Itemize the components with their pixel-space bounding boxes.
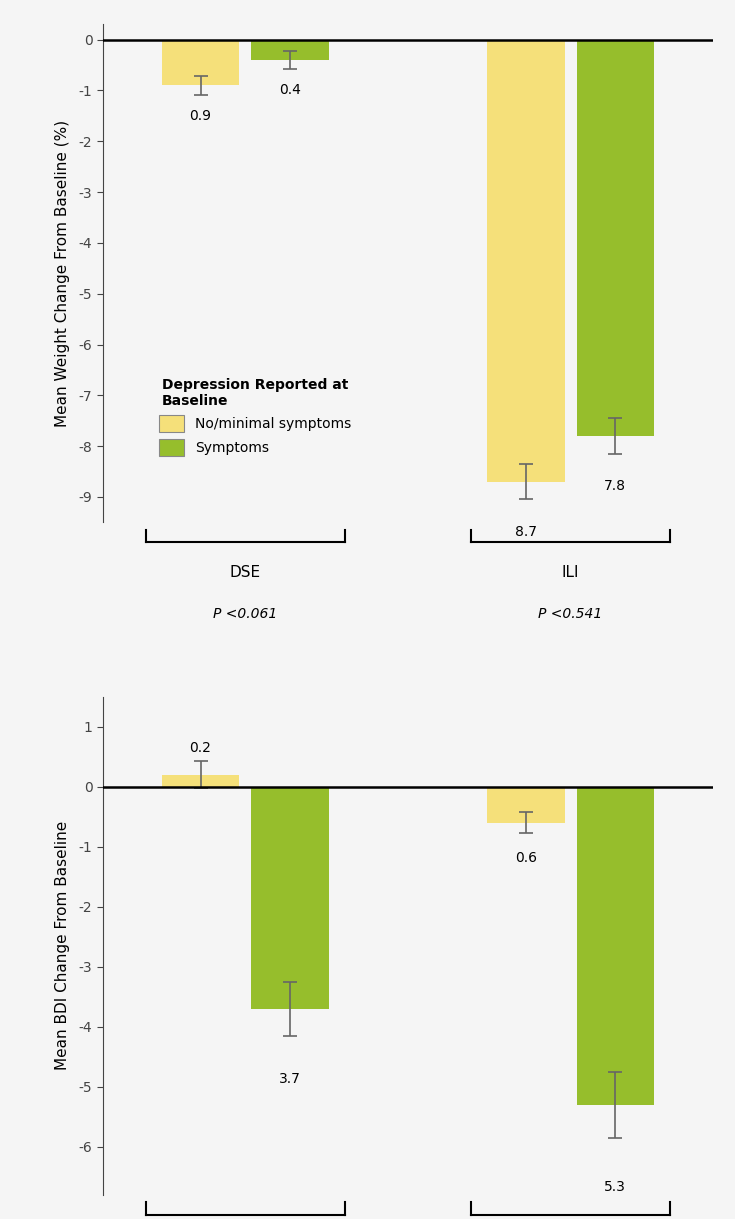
Bar xyxy=(162,40,239,85)
Text: 0.9: 0.9 xyxy=(190,108,212,123)
Bar xyxy=(251,786,329,1008)
Bar xyxy=(577,786,654,1104)
Bar xyxy=(577,40,654,436)
Bar xyxy=(251,40,329,60)
Y-axis label: Mean BDI Change From Baseline: Mean BDI Change From Baseline xyxy=(55,822,71,1070)
Text: 0.6: 0.6 xyxy=(515,851,537,865)
Text: 3.7: 3.7 xyxy=(279,1072,301,1086)
Y-axis label: Mean Weight Change From Baseline (%): Mean Weight Change From Baseline (%) xyxy=(55,119,71,427)
Bar xyxy=(487,786,564,823)
Bar xyxy=(162,774,239,786)
Text: 7.8: 7.8 xyxy=(604,479,626,494)
Text: DSE: DSE xyxy=(229,564,261,580)
Text: ILI: ILI xyxy=(562,564,579,580)
Text: P <0.541: P <0.541 xyxy=(539,607,603,620)
Text: 8.7: 8.7 xyxy=(515,525,537,539)
Text: 5.3: 5.3 xyxy=(604,1180,626,1193)
Bar xyxy=(487,40,564,482)
Text: 0.4: 0.4 xyxy=(279,83,301,98)
Text: P <0.061: P <0.061 xyxy=(213,607,277,620)
Text: 0.2: 0.2 xyxy=(190,741,212,755)
Legend: No/minimal symptoms, Symptoms: No/minimal symptoms, Symptoms xyxy=(159,378,351,456)
